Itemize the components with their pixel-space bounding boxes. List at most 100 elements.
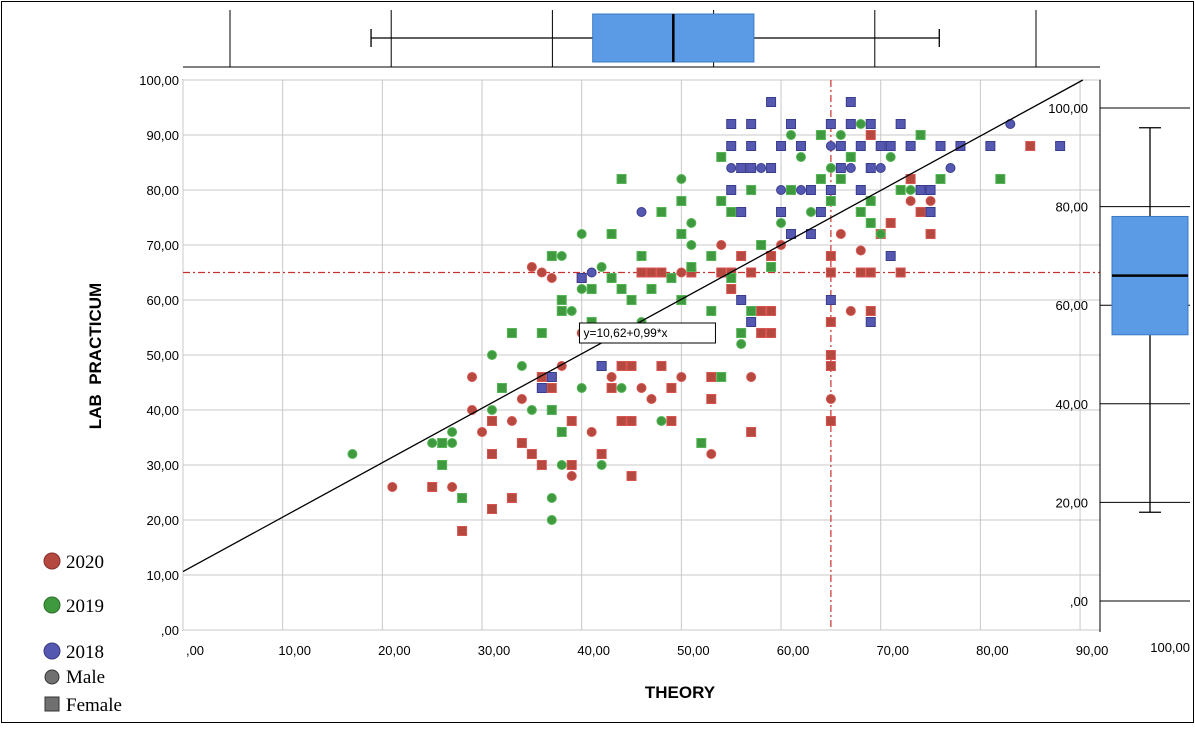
point-2019-female (437, 460, 448, 470)
point-2018-female (736, 295, 747, 305)
point-2020-female (825, 267, 836, 278)
point-2019-female (815, 130, 826, 140)
point-2020-female (746, 267, 757, 278)
point-2020-female (756, 328, 767, 338)
point-2020-male (447, 482, 458, 492)
point-2020-male (606, 372, 617, 382)
legend-marker-female (44, 696, 60, 712)
point-2018-male (636, 207, 647, 217)
point-2019-male (676, 174, 687, 184)
right-boxplot-tick-label: 20,00 (1055, 495, 1088, 510)
x-tick-label: 90,00 (1076, 643, 1109, 658)
x-tick-labels: ,00 10,00 20,00 30,00 40,00 50,00 60,00 70,00 80… (186, 643, 1108, 658)
point-2019-female (606, 273, 617, 283)
point-2020-female (427, 482, 438, 492)
point-2018-female (885, 251, 896, 261)
right-boxplot-tick-label: 80,00 (1055, 200, 1088, 215)
point-2019-female (845, 152, 856, 162)
y-tick-labels: ,00 10,00 20,00 30,00 40,00 50,00 60,00 70,00 80… (139, 73, 179, 638)
right-boxplot-tick-label: 60,00 (1055, 298, 1088, 313)
point-2020-male (477, 427, 488, 437)
point-2020-female (656, 361, 667, 371)
point-2019-female (716, 196, 727, 206)
point-2020-female (825, 361, 836, 371)
point-2019-male (447, 427, 458, 437)
point-2019-female (895, 185, 906, 195)
point-2019-female (556, 295, 567, 305)
point-2019-female (586, 284, 597, 294)
y-tick-label: 20,00 (146, 513, 179, 528)
point-2020-male (905, 196, 916, 206)
point-2020-male (636, 383, 647, 393)
point-2018-female (825, 295, 836, 305)
point-2019-male (596, 262, 607, 272)
y-axis-title: LAB PRACTICUM (86, 283, 105, 429)
point-2019-male (776, 218, 787, 228)
point-2020-female (726, 284, 737, 294)
point-2020-female (616, 361, 627, 371)
fit-line-label: y=10,62+0,99*x (578, 322, 716, 344)
point-2019-female (746, 306, 757, 316)
point-2019-female (666, 273, 677, 283)
point-2019-male (736, 339, 747, 349)
point-2018-male (795, 185, 806, 195)
point-2020-female (766, 251, 777, 261)
x-tick-label: 10,00 (278, 643, 311, 658)
point-2018-female (935, 141, 946, 151)
point-2019-male (486, 405, 497, 415)
y-tick-label: 10,00 (146, 568, 179, 583)
point-2019-male (686, 240, 697, 250)
point-2019-male (795, 152, 806, 162)
point-2020-female (825, 416, 836, 426)
point-2019-female (556, 306, 567, 316)
point-2019-female (746, 185, 757, 195)
point-2019-female (606, 229, 617, 239)
point-2018-male (875, 163, 886, 173)
x-tick-label: ,00 (186, 643, 204, 658)
point-2019-male (875, 229, 886, 239)
point-2018-female (855, 141, 866, 151)
point-2020-female (915, 207, 926, 217)
point-2020-male (716, 240, 727, 250)
x-tick-label: 70,00 (876, 643, 909, 658)
point-2018-female (746, 119, 757, 129)
point-2018-female (776, 141, 787, 151)
legend-label-2020: 2020 (66, 552, 104, 573)
point-2018-male (945, 163, 956, 173)
point-2019-female (506, 328, 517, 338)
point-2020-female (646, 267, 657, 278)
legend-marker-male (44, 669, 60, 685)
point-2019-female (536, 328, 547, 338)
point-2020-female (457, 526, 468, 536)
point-2020-male (546, 273, 557, 283)
legend-label-2019: 2019 (66, 596, 104, 617)
point-2019-female (865, 218, 876, 228)
right-boxplot-tick-label: 100,00 (1048, 101, 1088, 116)
point-2020-female (526, 449, 537, 459)
point-2020-female (636, 267, 647, 278)
point-2020-female (596, 449, 607, 459)
point-2020-male (586, 427, 597, 437)
point-2019-female (616, 174, 627, 184)
point-2019-male (546, 493, 557, 503)
point-2018-female (835, 163, 846, 173)
fit-line-equation: y=10,62+0,99*x (583, 326, 667, 340)
legend-marker-2018 (43, 642, 61, 660)
point-2019-female (676, 229, 687, 239)
point-2018-female (835, 141, 846, 151)
point-2018-female (766, 97, 777, 107)
point-2018-female (845, 97, 856, 107)
y-tick-label: 90,00 (146, 128, 179, 143)
legend-label-male: Male (66, 667, 105, 688)
point-2020-male (676, 267, 687, 278)
point-2018-female (786, 119, 797, 129)
point-2020-male (706, 449, 717, 459)
point-2018-female (845, 119, 856, 129)
point-2019-male (825, 163, 836, 173)
legend-marker-2019 (43, 596, 61, 614)
x-tick-label: 20,00 (378, 643, 411, 658)
point-2018-female (1055, 141, 1066, 151)
point-2020-female (566, 460, 577, 470)
